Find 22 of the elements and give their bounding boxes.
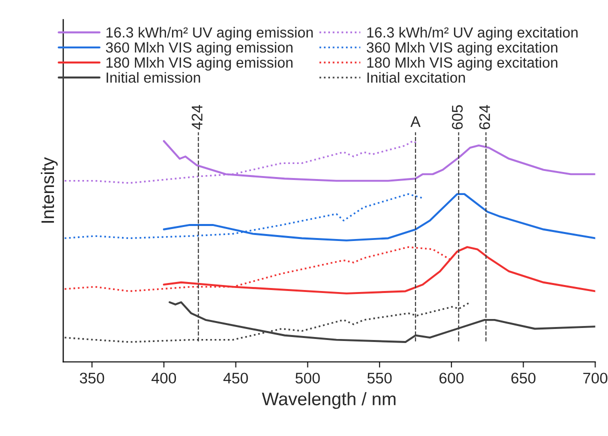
x-axis-title: Wavelength / nm <box>262 392 396 409</box>
x-tick-label: 700 <box>583 372 608 384</box>
ref-line-label: 605 <box>452 105 463 130</box>
ref-line-label: 624 <box>479 104 490 130</box>
x-tick-label: 550 <box>367 372 392 384</box>
x-tick-label: 350 <box>80 372 104 384</box>
x-tick-label: 600 <box>439 372 464 384</box>
legend-label: 360 Mlxh VIS aging emission <box>106 42 292 56</box>
ref-line-label: 424 <box>192 104 202 130</box>
ref-line-label: A <box>410 116 421 127</box>
legend-label: 180 Mlxh VIS aging excitation <box>367 57 558 71</box>
legend-label: 16.3 kWh/m² UV aging emission <box>106 26 313 41</box>
x-tick-label: 450 <box>223 372 248 384</box>
legend-label: 360 Mlxh VIS aging excitation <box>366 42 558 56</box>
legend-label: 16.3 kWh/m² UV aging excitation <box>367 26 578 41</box>
x-tick-label: 500 <box>296 372 320 384</box>
legend-label: 180 Mlxh VIS aging emission <box>106 57 292 71</box>
legend-label: Initial emission <box>106 72 200 83</box>
y-axis-title: Intensity <box>40 157 58 223</box>
legend-label: Initial excitation <box>367 72 465 83</box>
x-tick-label: 650 <box>511 372 536 384</box>
x-tick-label: 400 <box>151 372 176 384</box>
